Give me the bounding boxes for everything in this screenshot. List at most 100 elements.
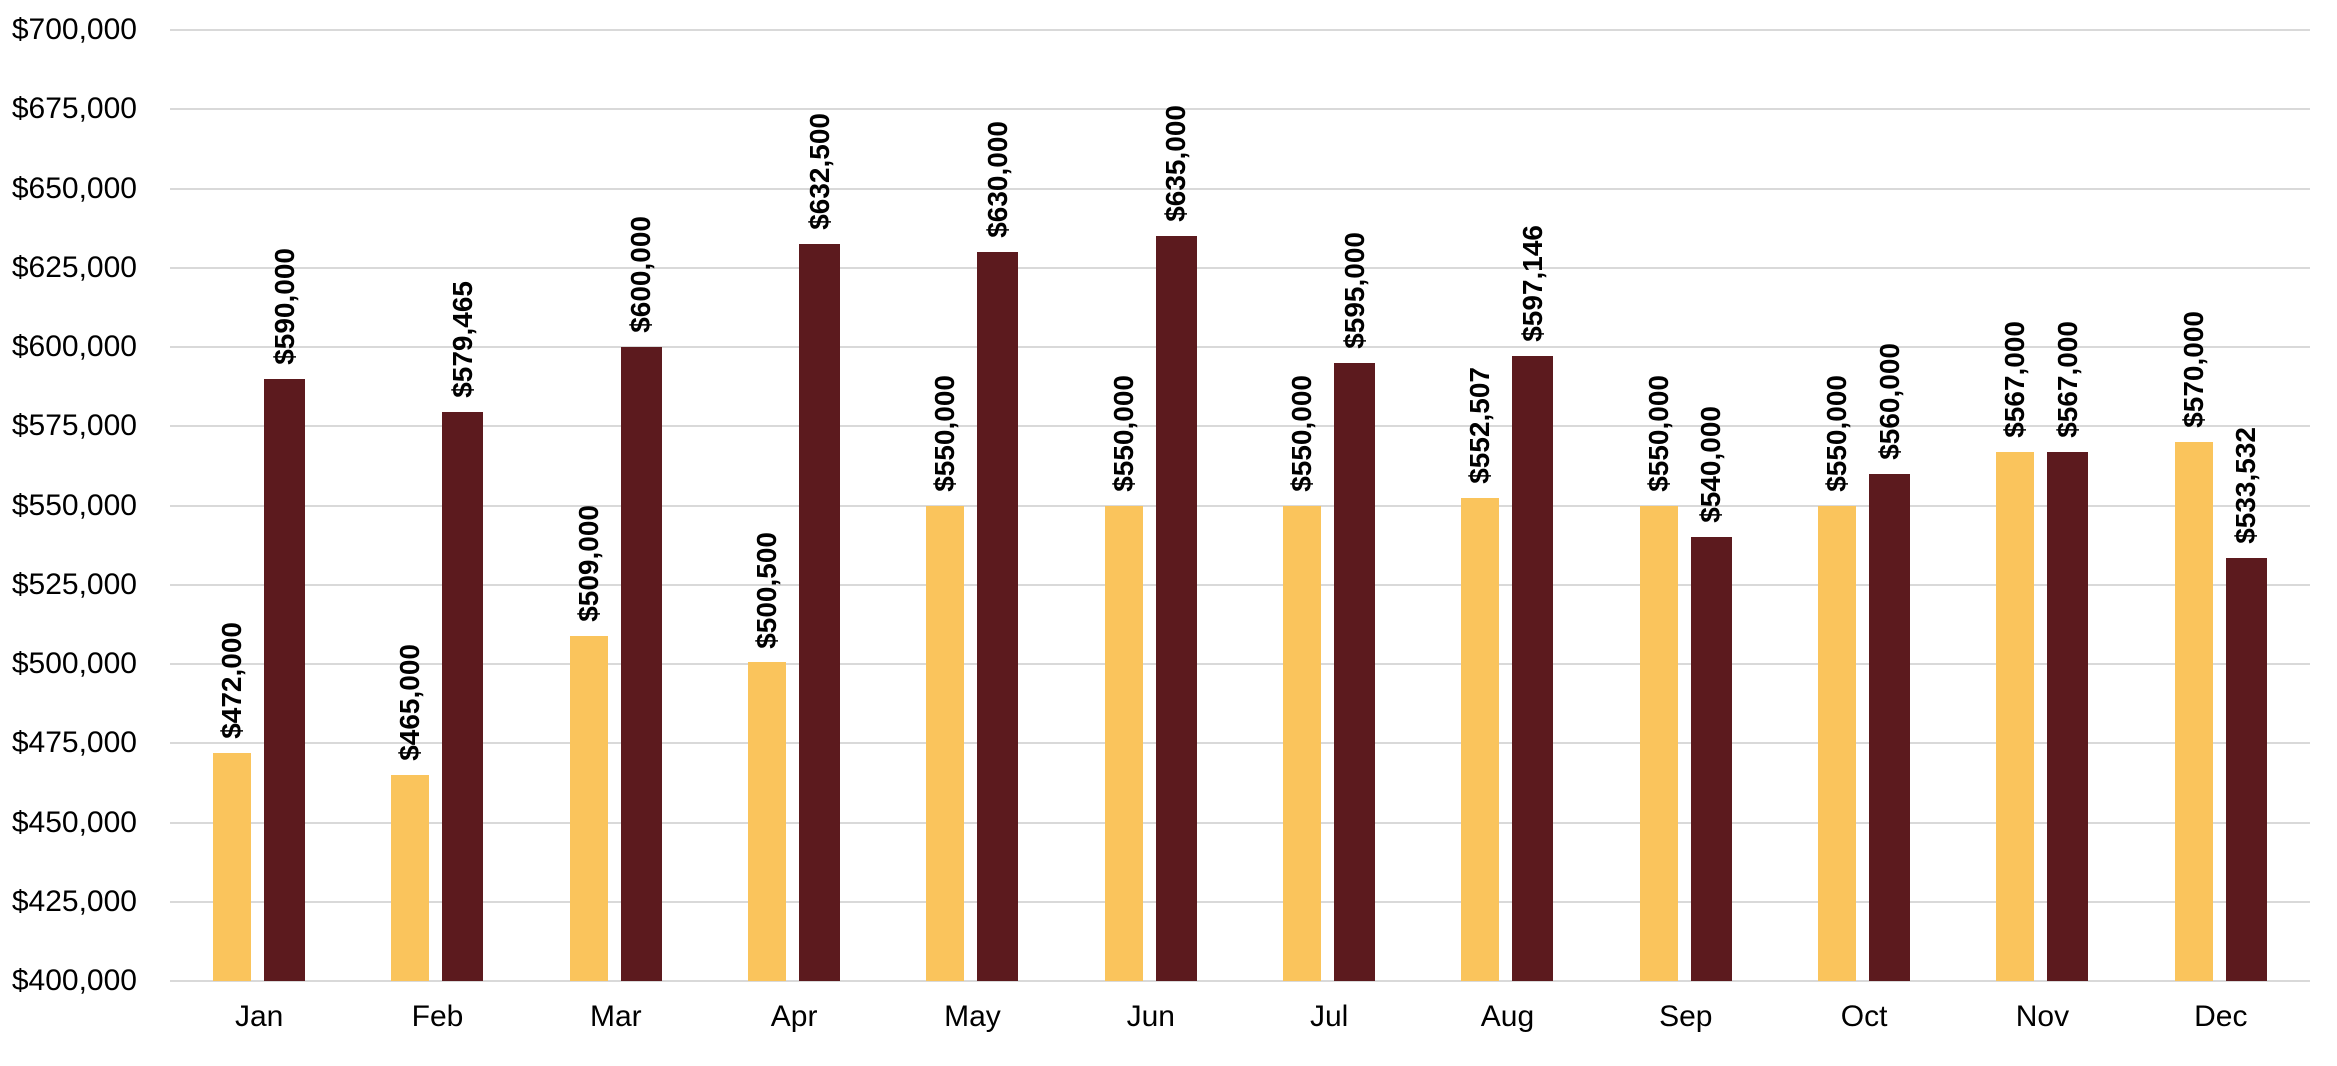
- gold-series-value-label-aug: $552,507: [1464, 366, 1496, 484]
- bar-group-dec: $570,000 $533,532: [2132, 30, 2310, 981]
- gold-series-bar-oct: [1818, 505, 1857, 981]
- gold-series-wrap: $550,000: [1639, 375, 1678, 981]
- gold-series-value-label-jul: $550,000: [1286, 374, 1318, 492]
- gridline: [170, 346, 2310, 348]
- maroon-series-wrap: $533,532: [2225, 427, 2267, 981]
- plot-area: $472,000 $590,000 $465,000 $579,465 $509,000…: [170, 29, 2310, 982]
- y-tick-label: $425,000: [11, 884, 137, 918]
- x-tick-label-may: May: [944, 1000, 1001, 1033]
- gold-series-bar-may: [926, 505, 965, 981]
- x-tick-label-mar: Mar: [589, 1000, 642, 1033]
- gold-series-bar-jun: [1104, 505, 1143, 981]
- gold-series-value-label-feb: $465,000: [394, 644, 426, 761]
- gold-series-value-label-dec: $570,000: [2177, 311, 2209, 429]
- gridline: [170, 742, 2310, 745]
- maroon-series-wrap: $600,000: [620, 216, 662, 981]
- x-tick-label-aug: Aug: [1480, 1000, 1535, 1033]
- y-tick-label: $625,000: [11, 250, 137, 284]
- y-tick-label: $650,000: [11, 171, 137, 205]
- gold-series-bar-nov: [1996, 451, 2035, 981]
- maroon-series-value-label-nov: $567,000: [2051, 320, 2083, 438]
- gold-series-value-label-apr: $500,500: [751, 531, 783, 649]
- gold-series-bar-dec: [2174, 442, 2213, 981]
- maroon-series-value-label-dec: $533,532: [2230, 426, 2262, 544]
- y-tick-label: $475,000: [11, 726, 137, 760]
- maroon-series-value-label-jan: $590,000: [268, 247, 300, 365]
- maroon-series-wrap: $635,000: [1155, 105, 1197, 981]
- gold-series-bar-aug: [1461, 497, 1500, 981]
- maroon-series-bar-oct: [1869, 473, 1911, 981]
- maroon-series-bar-jan: [264, 378, 306, 981]
- maroon-series-bar-feb: [442, 412, 484, 981]
- y-tick-label: $675,000: [11, 92, 137, 126]
- maroon-series-bar-sep: [1690, 537, 1732, 981]
- gold-series-wrap: $570,000: [2174, 311, 2213, 981]
- gold-series-wrap: $465,000: [391, 644, 430, 981]
- gridline: [170, 663, 2310, 665]
- maroon-series-bar-dec: [2225, 557, 2267, 981]
- maroon-series-value-label-oct: $560,000: [1873, 343, 1905, 460]
- maroon-series-wrap: $540,000: [1690, 406, 1732, 981]
- x-tick-label-apr: Apr: [770, 1000, 818, 1033]
- gold-series-wrap: $550,000: [926, 375, 965, 981]
- gridline: [170, 266, 2310, 269]
- gridline: [170, 900, 2310, 903]
- maroon-series-value-label-jun: $635,000: [1160, 105, 1192, 222]
- y-tick-label: $550,000: [11, 488, 137, 522]
- y-tick-label: $575,000: [11, 409, 137, 443]
- maroon-series-bar-aug: [1512, 356, 1554, 981]
- y-tick-label: $450,000: [11, 805, 137, 839]
- gridline: [170, 187, 2310, 190]
- gold-series-bar-mar: [569, 635, 608, 981]
- x-tick-label-jan: Jan: [234, 1000, 284, 1033]
- gridline: [170, 583, 2310, 586]
- x-tick-label-dec: Dec: [2194, 1000, 2248, 1033]
- bar-group-jul: $550,000 $595,000: [1240, 30, 1418, 981]
- gold-series-wrap: $550,000: [1104, 375, 1143, 981]
- maroon-series-value-label-aug: $597,146: [1516, 225, 1548, 342]
- gridline: [170, 504, 2310, 507]
- maroon-series-bar-nov: [2047, 451, 2089, 981]
- gold-series-wrap: $550,000: [1283, 375, 1322, 981]
- gold-series-bar-jan: [213, 752, 252, 981]
- y-tick-label: $525,000: [11, 567, 137, 601]
- x-tick-label-jul: Jul: [1309, 1000, 1349, 1033]
- x-axis: Jan Feb Mar Apr May Jun Jul Aug Sep Oct Nov Dec: [170, 1000, 2310, 1034]
- maroon-series-wrap: $567,000: [2047, 321, 2089, 981]
- maroon-series-value-label-feb: $579,465: [446, 281, 478, 399]
- gold-series-bar-jul: [1283, 505, 1322, 981]
- gridline: [170, 108, 2310, 111]
- gridline: [170, 821, 2310, 824]
- x-tick-label-oct: Oct: [1840, 1000, 1888, 1033]
- gold-series-wrap: $472,000: [213, 622, 252, 981]
- gridline: [170, 29, 2310, 31]
- gold-series-value-label-oct: $550,000: [1821, 374, 1853, 492]
- maroon-series-wrap: $597,146: [1512, 225, 1554, 981]
- bar-group-aug: $552,507 $597,146: [1418, 30, 1596, 981]
- maroon-series-bar-jul: [1334, 362, 1376, 981]
- bars-row: $472,000 $590,000 $465,000 $579,465 $509,000…: [170, 30, 2310, 981]
- gold-series-wrap: $509,000: [569, 505, 608, 981]
- maroon-series-value-label-apr: $632,500: [803, 113, 835, 230]
- gridline: [170, 425, 2310, 428]
- maroon-series-value-label-may: $630,000: [981, 121, 1013, 238]
- maroon-series-wrap: $595,000: [1334, 232, 1376, 981]
- gold-series-wrap: $550,000: [1818, 375, 1857, 981]
- x-tick-label-jun: Jun: [1126, 1000, 1175, 1033]
- gold-series-value-label-jan: $472,000: [216, 622, 248, 739]
- gold-series-value-label-sep: $550,000: [1642, 374, 1674, 492]
- bar-group-mar: $509,000 $600,000: [527, 30, 705, 981]
- maroon-series-bar-mar: [620, 347, 662, 981]
- bar-group-may: $550,000 $630,000: [883, 30, 1061, 981]
- maroon-series-bar-jun: [1155, 236, 1197, 981]
- x-tick-label-feb: Feb: [411, 1000, 464, 1033]
- y-tick-label: $500,000: [11, 647, 137, 680]
- maroon-series-value-label-jul: $595,000: [1338, 232, 1370, 349]
- y-tick-label: $700,000: [11, 13, 137, 46]
- x-tick-label-nov: Nov: [2015, 1000, 2070, 1033]
- gold-series-bar-sep: [1639, 505, 1678, 981]
- maroon-series-wrap: $590,000: [264, 248, 306, 981]
- maroon-series-wrap: $632,500: [799, 113, 841, 981]
- gold-series-wrap: $567,000: [1996, 321, 2035, 981]
